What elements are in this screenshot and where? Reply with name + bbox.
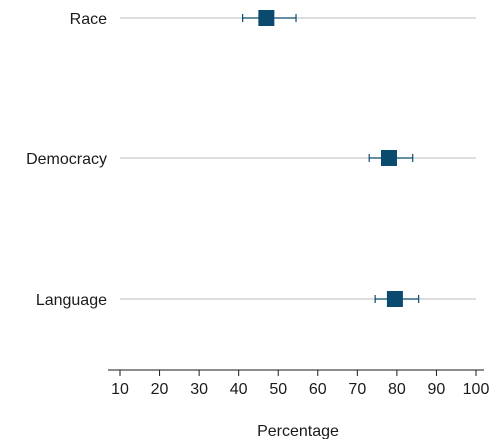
- tick-label: 10: [111, 381, 129, 398]
- point-marker: [258, 10, 275, 26]
- tick-label: 70: [348, 381, 366, 398]
- x-axis: 10 20 30 40 50 60 70 80 90 100: [108, 369, 489, 398]
- x-axis-title: Percentage: [257, 423, 339, 439]
- category-label: Race: [70, 11, 107, 28]
- tick-label: 50: [269, 381, 287, 398]
- tick-label: 20: [151, 381, 169, 398]
- chart-rows: Race Democracy Language: [26, 10, 476, 309]
- tick-label: 80: [388, 381, 406, 398]
- tick-label: 60: [309, 381, 327, 398]
- row-democracy: Democracy: [26, 150, 476, 168]
- tick-label: 90: [428, 381, 446, 398]
- row-race: Race: [70, 10, 476, 28]
- x-axis-ticks: 10 20 30 40 50 60 70 80 90 100: [111, 370, 489, 398]
- tick-label: 30: [190, 381, 208, 398]
- tick-label: 100: [463, 381, 490, 398]
- point-marker: [380, 150, 397, 166]
- point-marker: [386, 291, 403, 307]
- row-language: Language: [36, 291, 476, 309]
- category-label: Language: [36, 292, 107, 309]
- tick-label: 40: [230, 381, 248, 398]
- category-label: Democracy: [26, 151, 107, 168]
